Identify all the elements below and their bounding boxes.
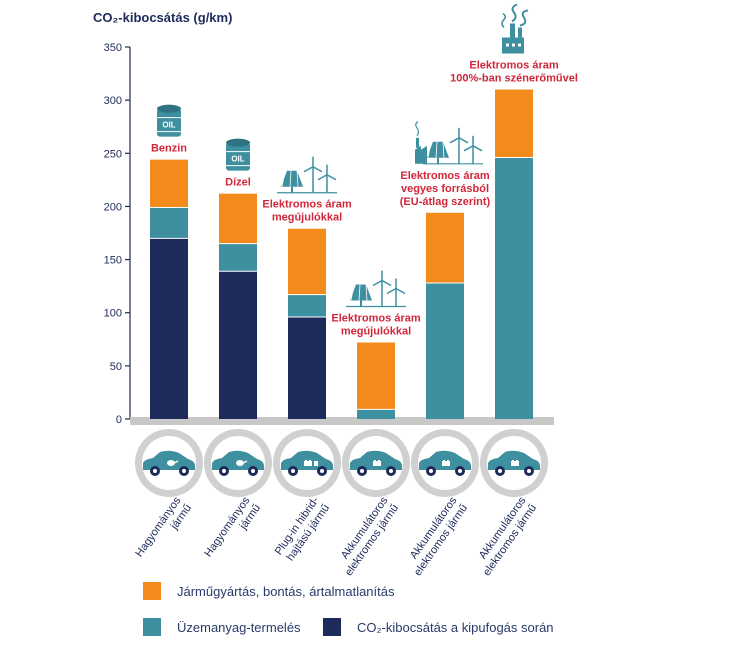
bar-annotation: vegyes forrásból <box>401 183 489 195</box>
bar-segment-s1-c2 <box>288 294 326 317</box>
y-tick-label: 250 <box>104 148 122 160</box>
svg-text:OIL: OIL <box>162 121 175 130</box>
y-axis: 0 50 100 150 200 250 300 350 <box>104 42 554 426</box>
bar-segment-s1-c0 <box>150 207 188 239</box>
bar-annotation: 100%-ban szénerőművel <box>450 73 578 85</box>
car-fuel-icon <box>204 429 272 497</box>
bar-annotation: Elektromos áram <box>331 312 420 324</box>
bar-annotation: Benzin <box>151 143 187 155</box>
bar-segment-s0-c2 <box>288 316 326 419</box>
vehicle-icons <box>135 429 548 497</box>
oil-barrel-icon: OIL <box>226 138 250 171</box>
y-tick-label: 0 <box>116 414 122 426</box>
bar-segment-s2-c1 <box>219 193 257 244</box>
legend-item-manufacturing: Járműgyártás, bontás, ártalmatlanítás <box>143 582 395 600</box>
legend-label-fuel-production: Üzemanyag-termelés <box>177 619 301 635</box>
factory-solar-wind-icon <box>415 121 483 165</box>
oil-barrel-icon: OIL <box>157 104 181 137</box>
chart-title: CO₂-kibocsátás (g/km) <box>93 10 232 25</box>
y-tick-label: 150 <box>104 255 122 267</box>
car-electric-icon <box>480 429 548 497</box>
legend-item-tailpipe: CO₂-kibocsátás a kipufogás során <box>323 618 554 636</box>
solar-wind-icon <box>277 156 337 194</box>
bar-segment-s1-c5 <box>495 157 533 419</box>
legend-item-fuel-production: Üzemanyag-termelés <box>143 618 301 636</box>
y-tick-label: 300 <box>104 95 122 107</box>
bar-annotation: megújulókkal <box>341 325 411 337</box>
y-tick-label: 350 <box>104 42 122 54</box>
bar-segment-s1-c4 <box>426 282 464 419</box>
y-tick-label: 200 <box>104 201 122 213</box>
bar-annotation: megújulókkal <box>272 212 342 224</box>
bar-segment-s1-c3 <box>357 409 395 419</box>
legend-swatch-fuel-production <box>143 618 161 636</box>
bar-segment-s2-c2 <box>288 228 326 295</box>
car-electric-icon <box>342 429 410 497</box>
y-tick-label: 50 <box>110 361 122 373</box>
bar-annotation: Elektromos áram <box>469 60 558 72</box>
bar-segment-s2-c5 <box>495 89 533 158</box>
solar-wind-icon <box>346 270 406 308</box>
bar-segment-s0-c0 <box>150 238 188 419</box>
annotation-icons: OIL OIL <box>157 3 529 308</box>
bar-annotation: Elektromos áram <box>262 199 351 211</box>
bar-annotation: Dízel <box>225 177 251 189</box>
bars <box>150 89 533 419</box>
x-tick-label: Plug-in hibrid-hajtású jármű <box>273 495 332 564</box>
bar-segment-s2-c3 <box>357 342 395 410</box>
bar-annotation: Elektromos áram <box>400 170 489 182</box>
svg-text:OIL: OIL <box>231 155 244 164</box>
bar-segment-s1-c1 <box>219 243 257 272</box>
baseline <box>130 417 554 425</box>
legend-swatch-tailpipe <box>323 618 341 636</box>
y-tick-label: 100 <box>104 308 122 320</box>
bar-annotation: (EU-átlag szerint) <box>400 196 491 208</box>
bar-segment-s0-c1 <box>219 271 257 419</box>
bar-segment-s2-c0 <box>150 159 188 208</box>
bar-segment-s2-c4 <box>426 212 464 283</box>
car-hybrid-icon <box>273 429 341 497</box>
car-electric-icon <box>411 429 479 497</box>
legend-label-manufacturing: Járműgyártás, bontás, ártalmatlanítás <box>177 583 395 599</box>
legend-label-tailpipe: CO₂-kibocsátás a kipufogás során <box>357 619 554 635</box>
legend-swatch-manufacturing <box>143 582 161 600</box>
coal-factory-icon <box>501 3 529 54</box>
car-fuel-icon <box>135 429 203 497</box>
